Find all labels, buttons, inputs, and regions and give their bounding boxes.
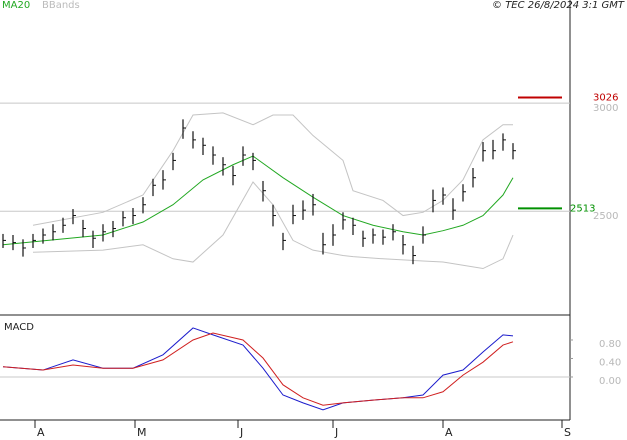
band-upper (32, 112, 513, 226)
panel-title: MACD (4, 322, 34, 333)
macd-line (2, 332, 514, 406)
source: © TEC 26/8/2024 3:1 GMT (492, 0, 625, 11)
ma-line (2, 155, 514, 246)
y-tick-label: 0.00 (599, 376, 621, 387)
macd-line (2, 327, 514, 411)
x-tick-label: J (334, 426, 338, 439)
x-tick-label: M (137, 426, 147, 439)
x-tick-label: S (564, 426, 571, 439)
level-label: 2513 (570, 203, 595, 214)
legend-bands: BBands (42, 0, 80, 11)
band-lower (32, 181, 514, 270)
y-tick-label: 2500 (593, 211, 618, 222)
x-tick-label: J (239, 426, 243, 439)
y-tick-label: 0.80 (599, 339, 621, 350)
level-label: 3026 (593, 93, 618, 104)
y-tick-label: 3000 (593, 103, 618, 114)
x-tick-label: A (37, 426, 45, 439)
legend-ma: MA20 (2, 0, 30, 11)
x-tick-label: A (445, 426, 453, 439)
y-tick-label: 0.40 (599, 357, 621, 368)
